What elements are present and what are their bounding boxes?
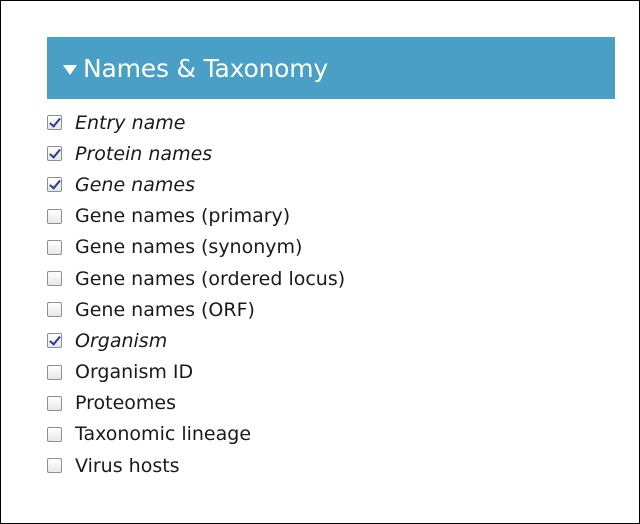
column-option[interactable]: Organism ID — [47, 357, 345, 388]
checkbox-unchecked[interactable] — [47, 426, 62, 442]
checkbox-checked[interactable] — [47, 177, 62, 193]
checkbox-unchecked[interactable] — [47, 364, 62, 380]
column-option[interactable]: Taxonomic lineage — [47, 419, 345, 450]
option-label: Gene names (ordered locus) — [75, 267, 346, 290]
checkbox-checked[interactable] — [47, 115, 62, 131]
column-option[interactable]: Gene names (ordered locus) — [47, 263, 345, 294]
checkbox-unchecked[interactable] — [47, 302, 62, 318]
checkbox-unchecked[interactable] — [47, 395, 62, 411]
caret-down-icon — [63, 64, 77, 75]
checkbox-checked[interactable] — [47, 146, 62, 162]
column-option[interactable]: Gene names — [47, 169, 345, 200]
panel-header-toggle[interactable]: Names & Taxonomy — [47, 37, 615, 99]
checkbox-unchecked[interactable] — [47, 208, 62, 224]
option-label: Taxonomic lineage — [75, 423, 252, 446]
option-label: Gene names (primary) — [75, 205, 291, 228]
option-label: Organism — [75, 329, 168, 352]
option-label: Virus hosts — [75, 454, 180, 477]
names-taxonomy-panel: Names & Taxonomy Entry name Protein names… — [47, 37, 615, 477]
column-option[interactable]: Virus hosts — [47, 450, 345, 481]
column-option[interactable]: Proteomes — [47, 388, 345, 419]
column-option[interactable]: Organism — [47, 325, 345, 356]
checkbox-unchecked[interactable] — [47, 239, 62, 255]
checkbox-checked[interactable] — [47, 333, 62, 349]
panel-title: Names & Taxonomy — [83, 53, 329, 83]
checkbox-unchecked[interactable] — [47, 271, 62, 287]
option-label: Gene names (ORF) — [75, 298, 255, 321]
column-options-list: Entry name Protein names Gene names Gene na… — [47, 107, 345, 481]
option-label: Gene names (synonym) — [75, 236, 303, 259]
option-label: Proteomes — [75, 392, 177, 415]
option-label: Gene names — [75, 173, 195, 196]
column-option[interactable]: Gene names (synonym) — [47, 232, 345, 263]
column-option[interactable]: Gene names (primary) — [47, 201, 345, 232]
column-option[interactable]: Protein names — [47, 138, 345, 169]
option-label: Entry name — [75, 111, 186, 134]
checkbox-unchecked[interactable] — [47, 458, 62, 474]
column-option[interactable]: Gene names (ORF) — [47, 294, 345, 325]
option-label: Protein names — [75, 142, 213, 165]
option-label: Organism ID — [75, 361, 194, 384]
column-option[interactable]: Entry name — [47, 107, 345, 138]
